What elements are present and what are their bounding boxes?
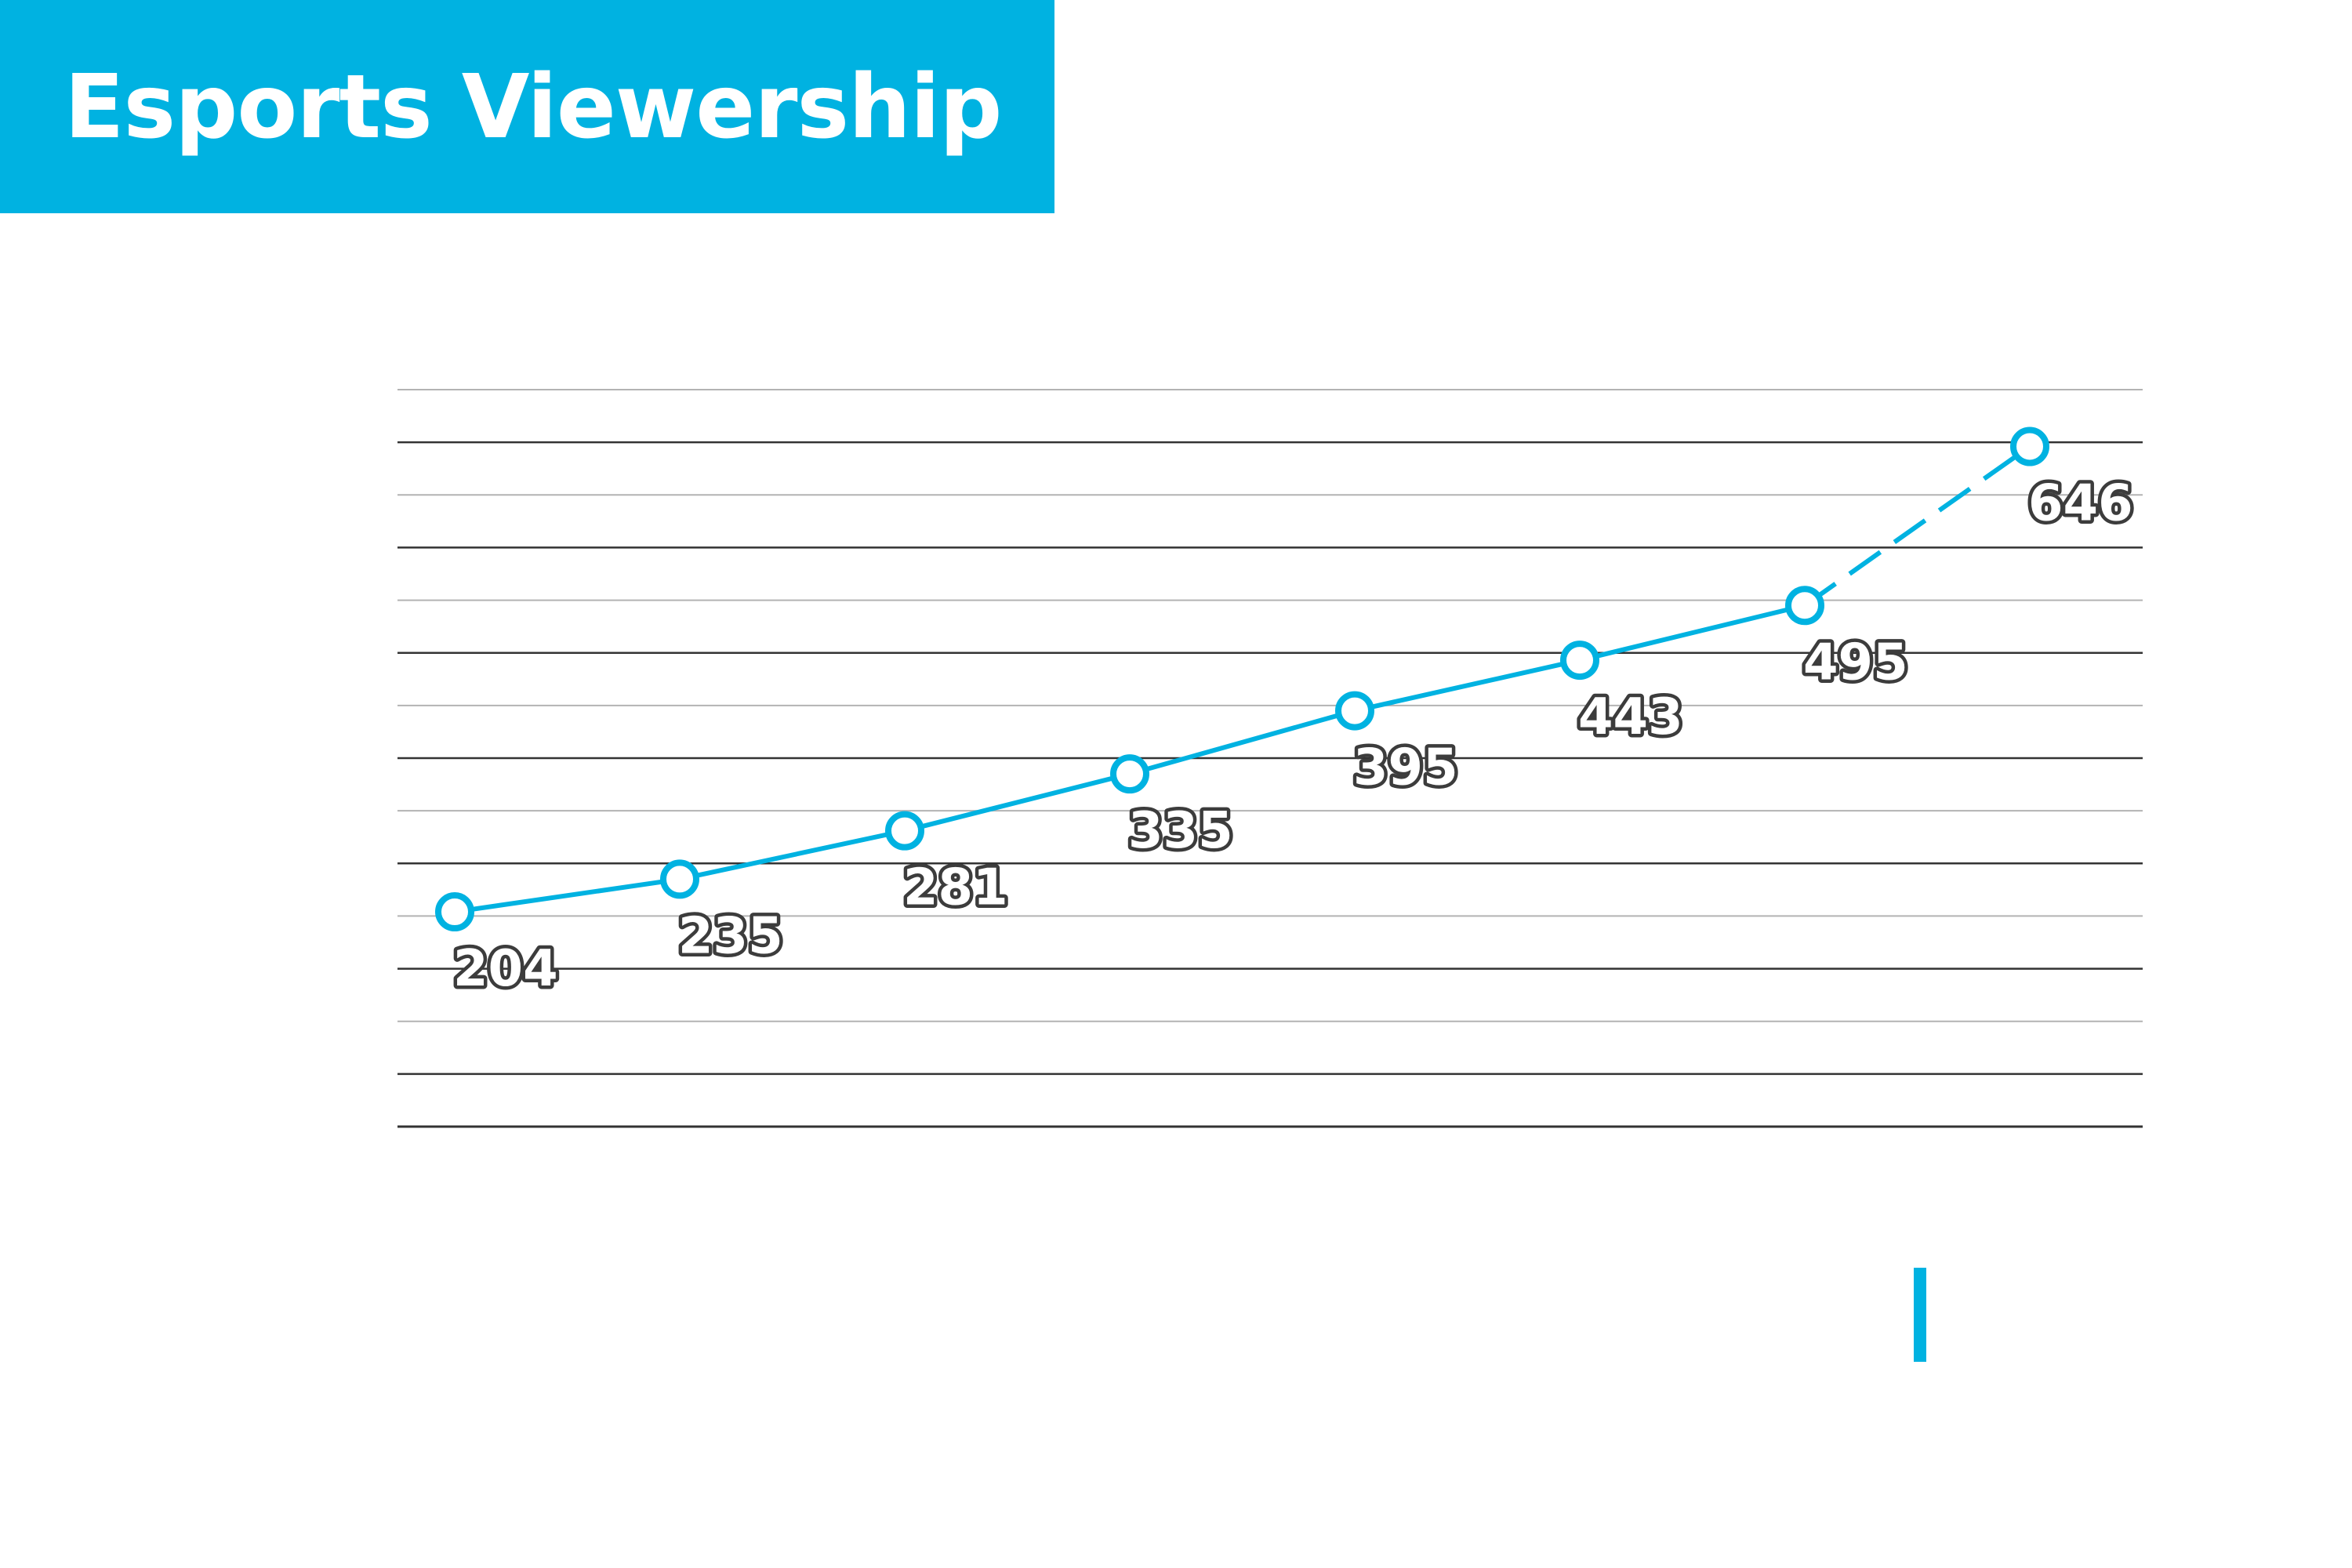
series-line-segment bbox=[904, 771, 1131, 833]
series-line-segment bbox=[1579, 603, 1806, 663]
data-point bbox=[1785, 586, 1824, 626]
data-label: 281 bbox=[903, 859, 1008, 917]
series-line-segment bbox=[1354, 658, 1581, 713]
data-point bbox=[660, 859, 699, 899]
series-line-segment-dashed bbox=[1803, 445, 2031, 608]
data-label: 495 bbox=[1803, 633, 1908, 691]
data-label: 204 bbox=[453, 940, 558, 998]
chart-title: Esports Viewership bbox=[64, 56, 1002, 158]
data-point bbox=[2010, 426, 2049, 466]
series-markers bbox=[435, 426, 2049, 932]
data-label: 335 bbox=[1128, 802, 1233, 860]
data-point bbox=[435, 892, 474, 932]
data-point bbox=[885, 811, 924, 851]
data-label: 646 bbox=[2028, 475, 2133, 533]
data-point bbox=[1560, 641, 1599, 681]
series-line-segment bbox=[454, 877, 681, 915]
gridlines bbox=[397, 389, 2143, 1128]
series-lines bbox=[454, 445, 2031, 915]
series-line-segment bbox=[679, 828, 906, 882]
data-label: 395 bbox=[1353, 739, 1458, 797]
title-banner: Esports Viewership bbox=[0, 0, 1054, 213]
data-label: 235 bbox=[678, 907, 783, 965]
data-point bbox=[1335, 691, 1374, 731]
series-line-segment bbox=[1129, 708, 1356, 777]
data-point bbox=[1110, 754, 1149, 794]
data-label: 443 bbox=[1578, 688, 1683, 746]
accent-bar bbox=[1914, 1268, 1926, 1362]
data-labels: 204 235 281 335 395 443 495 646 bbox=[450, 471, 2137, 1002]
